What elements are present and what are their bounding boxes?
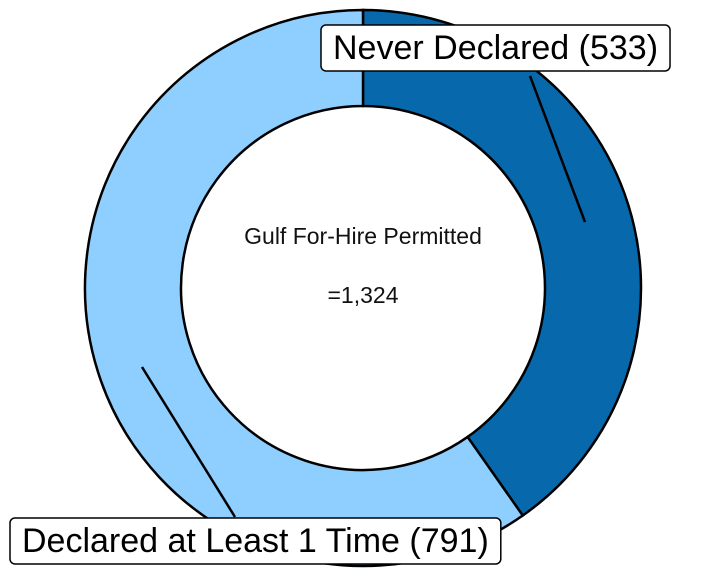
slice-label: Never Declared (533) — [320, 24, 671, 72]
label-text: Declared at Least 1 Time (791) — [22, 522, 489, 560]
label-box — [320, 24, 671, 72]
label-text: Never Declared (533) — [333, 29, 658, 67]
center-value: =1,324 — [328, 282, 399, 308]
label-box — [9, 517, 502, 565]
slice-label: Declared at Least 1 Time (791) — [9, 517, 502, 565]
leader-line — [528, 75, 587, 223]
slice — [361, 8, 643, 518]
center-title: Gulf For-Hire Permitted — [244, 223, 482, 249]
leader-line — [140, 366, 237, 518]
labels: Never Declared (533) Declared at Least 1 … — [9, 24, 671, 565]
